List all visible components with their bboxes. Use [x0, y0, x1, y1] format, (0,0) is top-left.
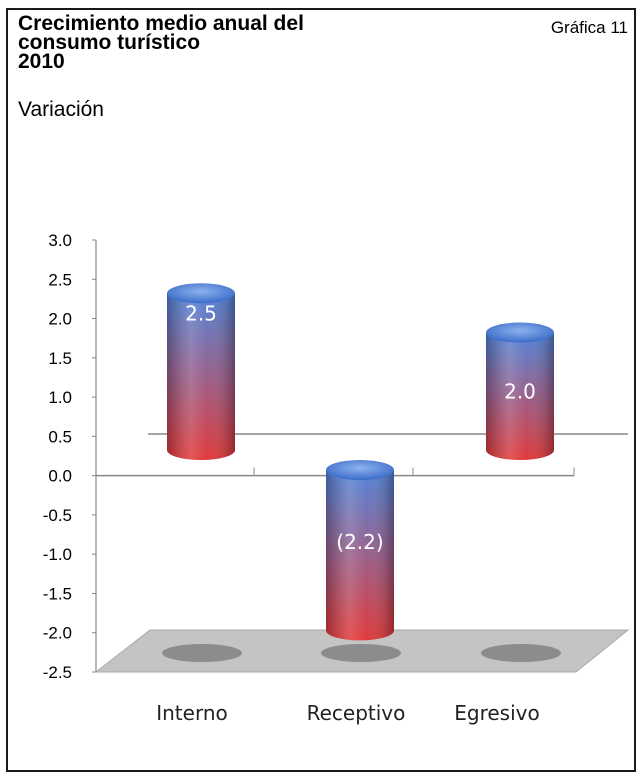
bar-cap — [167, 283, 235, 304]
y-tick-label: -2.5 — [43, 663, 72, 682]
category-label: Receptivo — [307, 701, 406, 725]
data-label: 2.5 — [185, 302, 217, 326]
bar-shading — [486, 332, 554, 460]
category-label: Egresivo — [454, 701, 539, 725]
y-tick-label: -1.5 — [43, 584, 72, 603]
y-tick-label: -0.5 — [43, 506, 72, 525]
y-tick-label: 3.0 — [48, 231, 72, 250]
chart-subtitle: Variación — [18, 98, 104, 121]
chart-title-line: Crecimiento medio anual del — [18, 12, 304, 35]
y-tick-label: 1.5 — [48, 349, 72, 368]
bar-shadow — [162, 644, 242, 662]
bar — [321, 460, 401, 662]
y-tick-label: -2.0 — [43, 624, 72, 643]
y-tick-label: 2.5 — [48, 270, 72, 289]
data-label: (2.2) — [336, 530, 383, 554]
y-tick-label: 0.5 — [48, 427, 72, 446]
bar-shadow — [321, 644, 401, 662]
chart-title-line: consumo turístico — [18, 31, 201, 54]
y-tick-label: 2.0 — [48, 310, 72, 329]
bar — [162, 283, 242, 662]
chart-title: Crecimiento medio anual del consumo turí… — [18, 12, 438, 73]
data-label: 2.0 — [504, 379, 536, 403]
bar-shading — [326, 470, 394, 641]
chart-title-line: 2010 — [18, 50, 65, 73]
bar-cap — [486, 322, 554, 343]
bar-cap — [326, 460, 394, 480]
bar-shadow — [481, 644, 561, 662]
y-tick-label: -1.0 — [43, 545, 72, 564]
bar-shading — [167, 293, 235, 460]
y-tick-label: 0.0 — [48, 467, 72, 486]
figure-label: Gráfica 11 — [550, 18, 628, 37]
bar — [481, 322, 561, 662]
category-label: Interno — [156, 701, 228, 725]
y-tick-label: 1.0 — [48, 388, 72, 407]
